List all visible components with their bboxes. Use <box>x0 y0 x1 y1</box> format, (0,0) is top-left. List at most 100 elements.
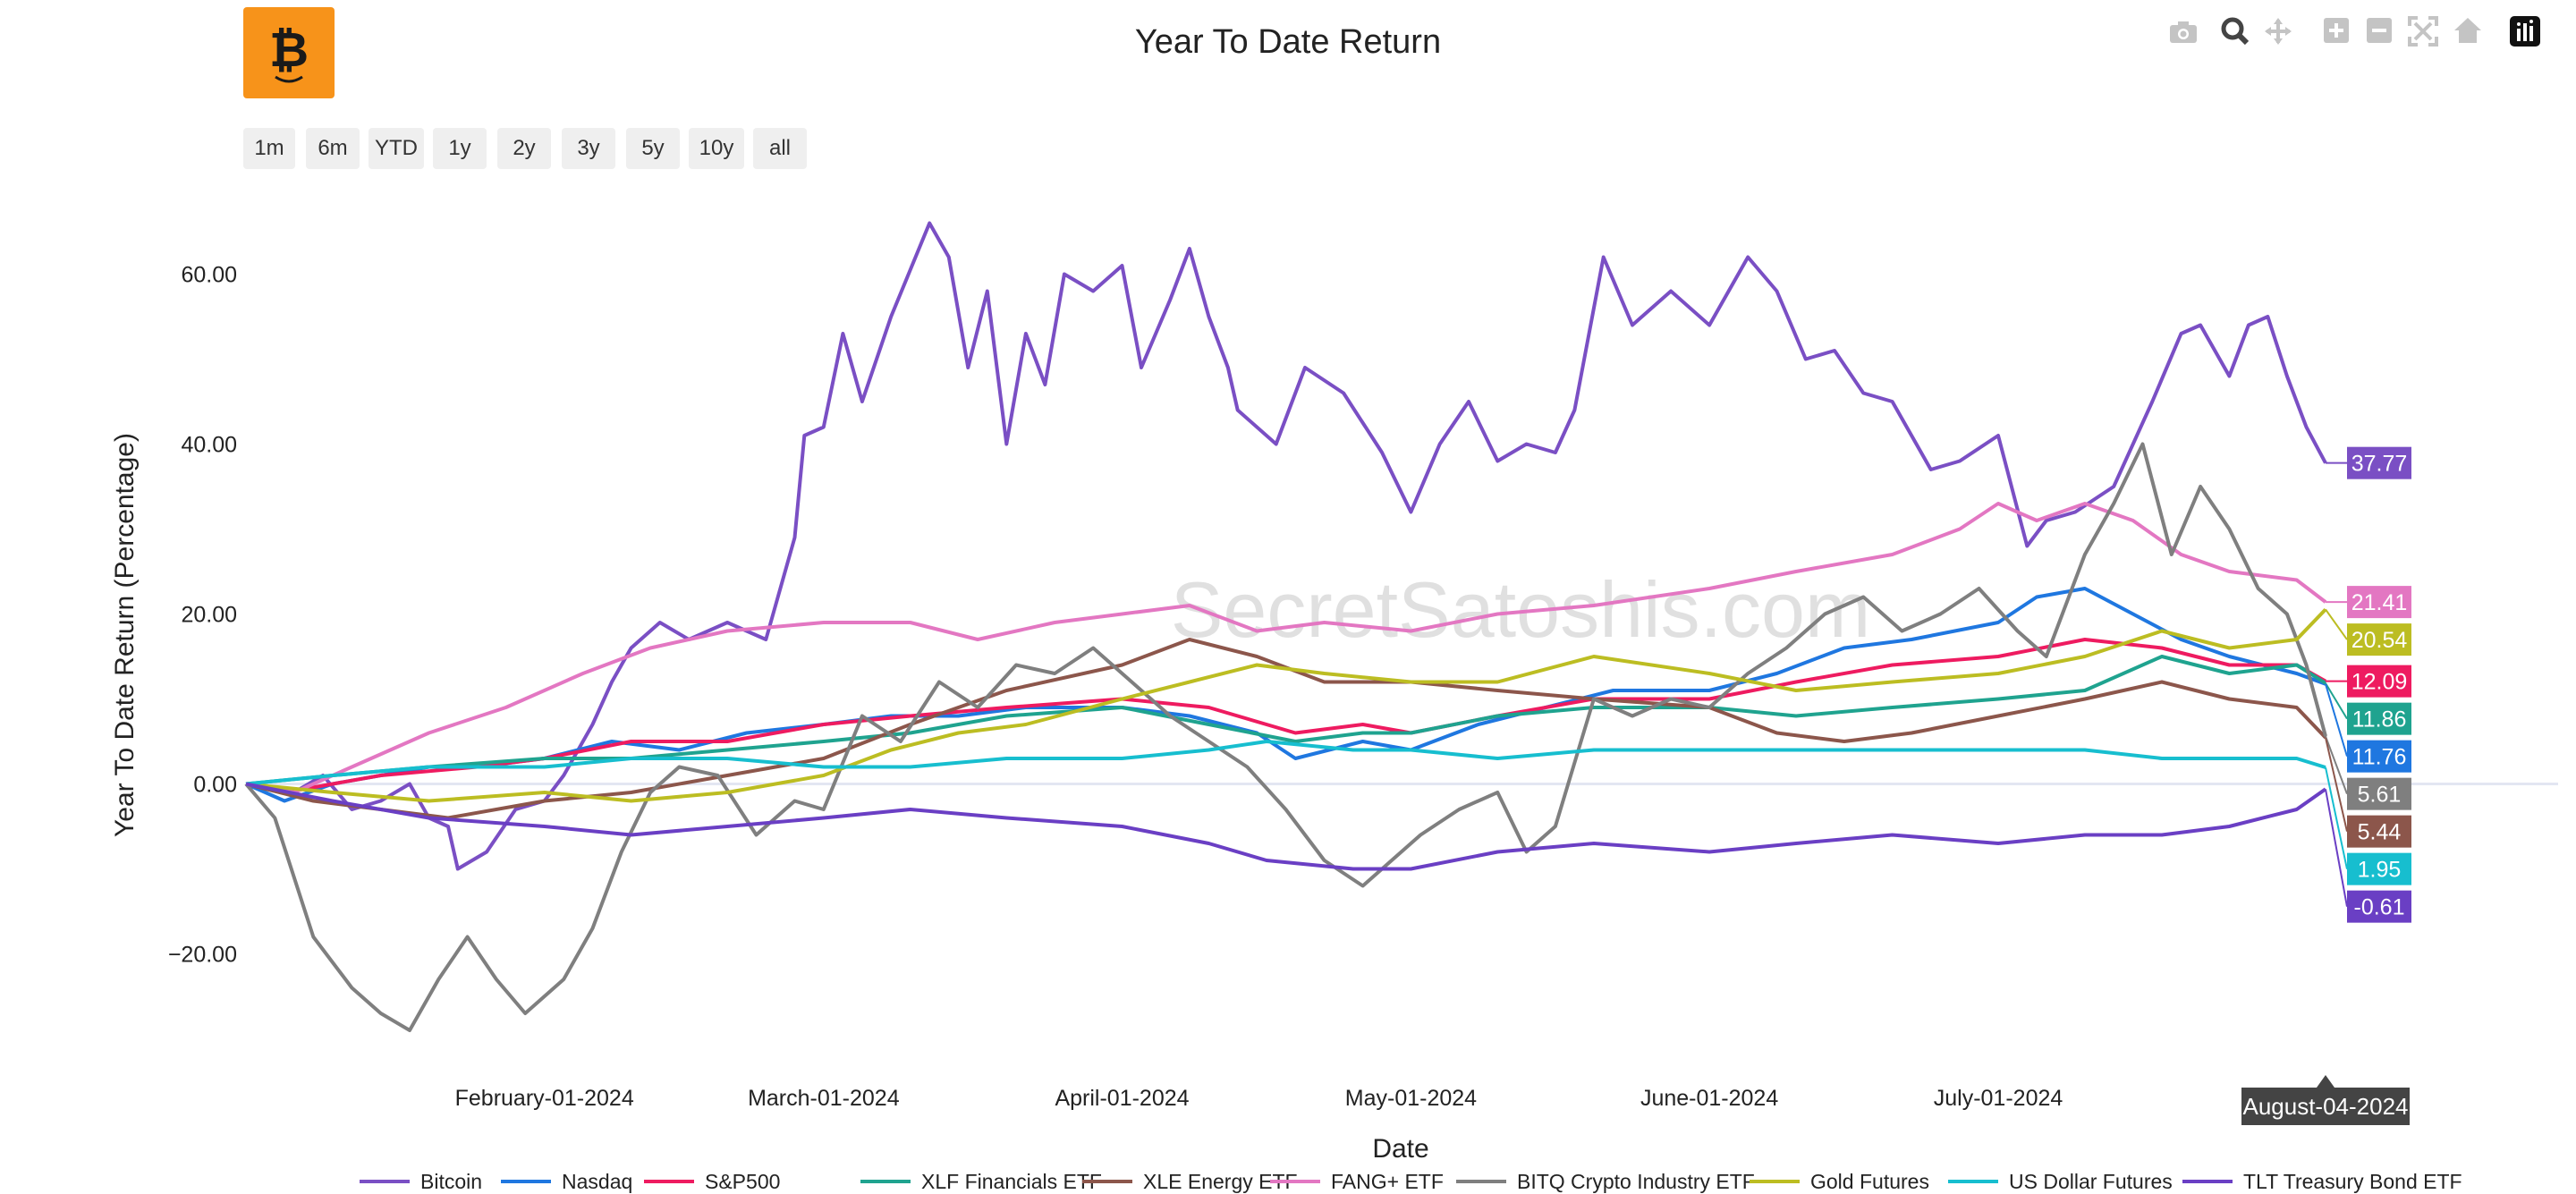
series-line-s-p500[interactable] <box>245 638 2326 794</box>
end-label-box <box>2347 702 2411 735</box>
end-label-value: 11.86 <box>2352 707 2407 732</box>
legend-swatch <box>501 1180 551 1183</box>
end-label-box <box>2347 623 2411 656</box>
range-button-1m[interactable]: 1m <box>243 128 295 169</box>
series-line-bitq-crypto-industry-etf[interactable] <box>244 442 2327 1032</box>
x-tick-label: March-01-2024 <box>748 1086 900 1111</box>
end-value-labels: 37.77 21.41 20.54 12.09 11.86 11.76 5.61 5.44 1.… <box>2325 446 2411 923</box>
x-tick-label: June-01-2024 <box>1640 1086 1778 1111</box>
range-button-10y[interactable]: 10y <box>689 128 744 169</box>
legend-label: TLT Treasury Bond ETF <box>2243 1169 2462 1193</box>
legend-item[interactable]: BITQ Crypto Industry ETF <box>1456 1170 1755 1193</box>
legend-swatch <box>644 1180 694 1183</box>
legend-item[interactable]: Bitcoin <box>360 1170 482 1193</box>
end-label-box <box>2347 740 2411 773</box>
zoom-in-icon[interactable] <box>2324 18 2349 43</box>
series-line-tlt-treasury-bond-etf[interactable] <box>245 782 2327 871</box>
legend-item[interactable]: US Dollar Futures <box>1948 1170 2173 1193</box>
end-label-box <box>2347 815 2411 848</box>
y-tick-label: 60.00 <box>181 263 237 288</box>
end-label-connector <box>2325 737 2348 832</box>
legend-item[interactable]: TLT Treasury Bond ETF <box>2182 1170 2462 1193</box>
legend-swatch <box>360 1180 410 1183</box>
range-button-1y[interactable]: 1y <box>433 128 487 169</box>
legend-label: US Dollar Futures <box>2009 1169 2173 1193</box>
legend-swatch <box>1456 1180 1506 1183</box>
legend-item[interactable]: XLE Energy ETF <box>1082 1170 1298 1193</box>
series-line-us-dollar-futures[interactable] <box>245 740 2326 786</box>
x-axis-ticks: February-01-2024 March-01-2024 April-01-20… <box>455 1086 2294 1111</box>
bitcoin-logo-icon: ₿ <box>269 21 309 83</box>
logo-glyph: ₿ <box>269 21 309 78</box>
legend-item[interactable]: Gold Futures <box>1750 1170 1929 1193</box>
end-label-box <box>2347 586 2411 619</box>
range-button-3y[interactable]: 3y <box>562 128 615 169</box>
end-label-value: 20.54 <box>2351 628 2408 653</box>
end-label-connector <box>2325 683 2348 757</box>
range-button-ytd[interactable]: YTD <box>369 128 424 169</box>
end-label-value: 12.09 <box>2351 670 2408 695</box>
y-tick-label: 0.00 <box>193 773 237 798</box>
legend-swatch <box>2182 1180 2233 1183</box>
legend-label: S&P500 <box>705 1169 781 1193</box>
end-label-box <box>2347 777 2411 810</box>
hover-label-text: August-04-2024 <box>2242 1093 2408 1120</box>
legend-item[interactable]: Nasdaq <box>501 1170 632 1193</box>
legend-swatch <box>860 1180 911 1183</box>
range-button-2y[interactable]: 2y <box>497 128 551 169</box>
legend-label: BITQ Crypto Industry ETF <box>1517 1169 1755 1193</box>
camera-icon[interactable] <box>2170 21 2197 43</box>
series-line-bitcoin[interactable] <box>245 221 2327 871</box>
end-label-box <box>2347 852 2411 885</box>
y-tick-label: 40.00 <box>181 433 237 458</box>
plot-toolbar <box>2165 13 2540 48</box>
zoom-icon[interactable] <box>2221 17 2250 46</box>
plotly-logo-icon[interactable] <box>2510 16 2540 47</box>
x-tick-label: February-01-2024 <box>455 1086 634 1111</box>
legend-swatch <box>1270 1180 1320 1183</box>
y-tick-label: 20.00 <box>181 603 237 628</box>
zoom-out-icon[interactable] <box>2367 18 2392 43</box>
end-label-connector <box>2325 608 2348 640</box>
chart-title: Year To Date Return <box>1134 23 1442 61</box>
end-label-value: 11.76 <box>2352 745 2407 770</box>
legend-item[interactable]: XLF Financials ETF <box>860 1170 1102 1193</box>
y-axis-ticks: 60.00 40.00 20.00 0.00 −20.00 <box>168 263 237 968</box>
end-label-value: 5.44 <box>2358 820 2402 845</box>
y-tick-label: −20.00 <box>168 943 237 968</box>
x-axis-title: Date <box>1372 1134 1429 1164</box>
range-button-6m[interactable]: 6m <box>306 128 360 169</box>
legend-label: Bitcoin <box>420 1169 483 1193</box>
range-button-all[interactable]: all <box>753 128 807 169</box>
series-line-xle-energy-etf[interactable] <box>245 638 2327 820</box>
legend-item[interactable]: S&P500 <box>644 1170 780 1193</box>
series-line-gold-futures[interactable] <box>245 608 2327 803</box>
bitcoin-logo: ₿ <box>243 7 335 98</box>
legend-swatch <box>1948 1180 1998 1183</box>
range-button-5y[interactable]: 5y <box>626 128 680 169</box>
end-label-value: 5.61 <box>2358 783 2402 808</box>
end-label-connector <box>2325 735 2348 794</box>
end-label-box <box>2347 446 2411 479</box>
end-label-value: 21.41 <box>2351 590 2408 615</box>
pan-icon[interactable] <box>2265 18 2292 45</box>
home-icon[interactable] <box>2454 18 2481 43</box>
end-label-box <box>2347 665 2411 698</box>
x-tick-label: May-01-2024 <box>1345 1086 1477 1111</box>
autoscale-icon[interactable] <box>2408 16 2438 47</box>
legend-label: Gold Futures <box>1810 1169 1929 1193</box>
x-tick-label: July-01-2024 <box>1934 1086 2063 1111</box>
series-line-fang-etf[interactable] <box>245 502 2327 794</box>
legend-swatch <box>1082 1180 1132 1183</box>
legend: Bitcoin Nasdaq S&P500 XLF Financials ETF XLE… <box>0 1170 2576 1193</box>
end-label-value: 1.95 <box>2358 858 2402 883</box>
end-label-value: 37.77 <box>2351 452 2408 477</box>
hover-label-box <box>2241 1088 2410 1125</box>
hover-date-label: August-04-2024 <box>2241 1075 2410 1125</box>
end-label-connector <box>2325 682 2348 720</box>
end-label-connector <box>2325 789 2348 907</box>
legend-item[interactable]: FANG+ ETF <box>1270 1170 1444 1193</box>
x-tick-label: April-01-2024 <box>1055 1086 1189 1111</box>
legend-label: Nasdaq <box>562 1169 633 1193</box>
